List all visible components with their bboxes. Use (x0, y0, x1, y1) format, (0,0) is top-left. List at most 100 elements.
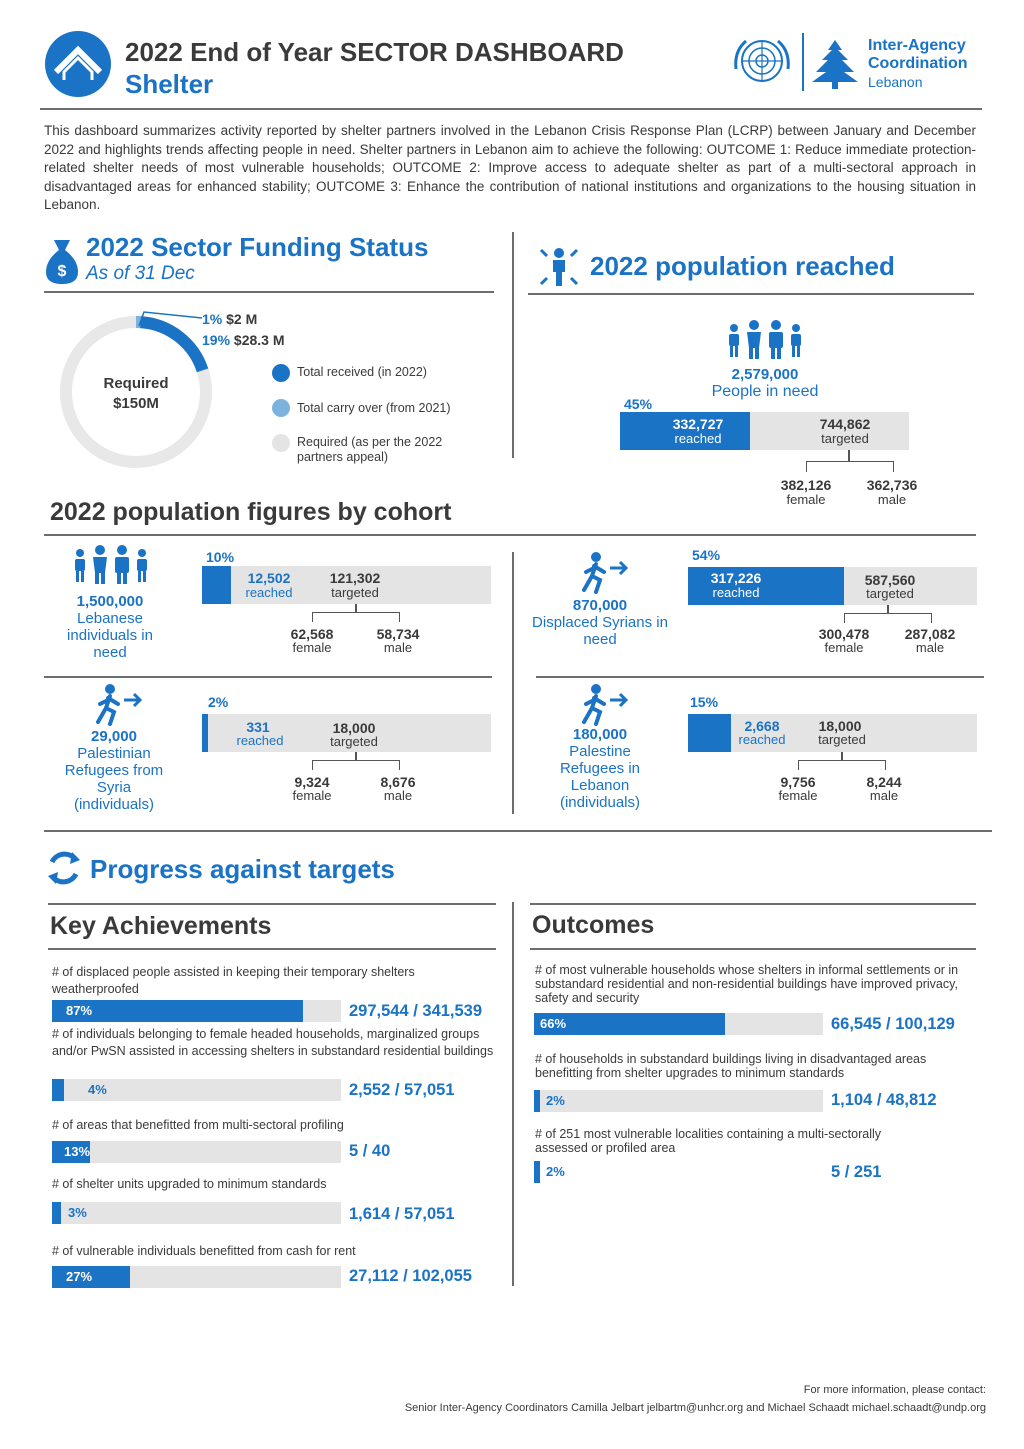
progress-title: Progress against targets (90, 854, 395, 884)
carry-over-pct: 1% (202, 311, 223, 327)
outcome-1-pct: 66% (540, 1016, 567, 1031)
prs-person-icon (94, 684, 144, 726)
cohort-prs-pct: 2% (208, 694, 229, 710)
cedar-tree-icon (808, 38, 862, 90)
outcome-3-value: 5 / 251 (831, 1163, 882, 1181)
outcome-3-pct: 2% (546, 1164, 565, 1179)
cohort-mid-rule-left (44, 676, 492, 678)
person-reached-icon (538, 246, 580, 288)
achievement-4-bar-fill (52, 1202, 61, 1224)
population-targeted-value: 744,862 (819, 416, 871, 432)
outcome-3-bar-track (534, 1161, 823, 1183)
cohort-prs-male-label: male (383, 788, 413, 803)
money-bag-icon: $ (44, 236, 80, 286)
cohort-syrians-female-label: female (824, 640, 864, 655)
logo-line-1: Inter-Agency (868, 37, 966, 54)
achievement-1-bar-track (52, 1000, 341, 1022)
achievement-2-text: # of individuals belonging to female hea… (52, 1027, 494, 1058)
outcome-1-value: 66,545 / 100,129 (831, 1015, 955, 1033)
refresh-cycle-icon (44, 848, 84, 888)
achievement-5-bar-track (52, 1266, 341, 1288)
logo-line-3: Lebanon (868, 74, 923, 90)
displaced-person-icon (580, 552, 630, 594)
logo-line-2: Coordination (868, 55, 968, 72)
people-in-need-value: 2,579,000 (731, 366, 799, 383)
cohort-prs-reached: 331 (246, 719, 270, 735)
achievements-title: Key Achievements (50, 912, 272, 940)
population-reached-label: reached (674, 431, 722, 446)
cohort-syrians-male: 287,082 (904, 626, 956, 642)
achievement-1-pct: 87% (66, 1003, 93, 1018)
population-targeted-label: targeted (821, 431, 869, 446)
cohort-lebanese-bar-track (202, 566, 491, 604)
outcome-1-bar-track (534, 1013, 823, 1035)
cohort-prs-bracket-stem (355, 752, 357, 760)
cohort-lebanese-male: 58,734 (376, 626, 420, 642)
cohort-lebanese-total: 1,500,000 (76, 593, 144, 610)
header-rule (40, 108, 982, 110)
cohort-syrians-bar-track (688, 567, 977, 605)
achievement-3-text: # of areas that benefitted from multi-se… (52, 1118, 344, 1132)
outcome-2-bar-fill (534, 1090, 540, 1112)
achievement-5-value: 27,112 / 102,055 (349, 1267, 472, 1285)
population-bar-track (620, 412, 909, 450)
cohort-syrians-pct: 54% (692, 547, 721, 563)
footer-contact-heading: For more information, please contact: (803, 1384, 986, 1396)
outcomes-top-rule (530, 903, 976, 905)
outcome-2-pct: 2% (546, 1093, 565, 1108)
funding-donut-chart (56, 312, 216, 472)
cohort-mid-rule-right (536, 676, 984, 678)
footer-contact-details: Senior Inter-Agency Coordinators Camilla… (404, 1402, 986, 1414)
cohort-prl-reached-label: reached (738, 732, 786, 747)
outcome-1-text: # of most vulnerable households whose sh… (535, 963, 959, 1005)
cohort-syrians-total: 870,000 (572, 597, 628, 614)
population-pct: 45% (624, 396, 653, 412)
cohort-syrians-bar-fill (688, 567, 845, 605)
achievement-4-pct: 3% (68, 1205, 87, 1220)
cohort-title: 2022 population figures by cohort (50, 498, 452, 526)
population-bar-fill (620, 412, 751, 450)
population-reached-value: 332,727 (672, 416, 724, 432)
cohort-lebanese-bar-fill (202, 566, 231, 604)
cohort-lebanese-female-label: female (292, 640, 332, 655)
donut-received-arc (139, 316, 209, 373)
cohort-syrians-reached-label: reached (712, 585, 760, 600)
achievement-3-bar-fill (52, 1141, 90, 1163)
cohort-prl-male-label: male (869, 788, 899, 803)
cohort-prs-bar-fill (202, 714, 208, 752)
population-female-label: female (786, 492, 826, 507)
cohort-syrians-bracket-stem (887, 605, 889, 613)
shelter-house-icon (44, 30, 112, 98)
coordination-logo-text: Inter-Agency Coordination Lebanon (868, 37, 968, 91)
cohort-rule (44, 534, 976, 536)
funding-title: 2022 Sector Funding Status (86, 232, 429, 262)
cohort-lebanese-pct: 10% (206, 549, 235, 565)
achievement-4-bar-track (52, 1202, 341, 1224)
outcome-2-value: 1,104 / 48,812 (831, 1091, 937, 1109)
cohort-syrians-targeted: 587,560 (864, 572, 916, 588)
cohort-prs-female-label: female (292, 788, 332, 803)
achievement-3-value: 5 / 40 (349, 1142, 391, 1160)
cohort-prl-female-label: female (778, 788, 818, 803)
cohort-syrians-bracket (844, 613, 932, 623)
cohort-prl-female: 9,756 (780, 774, 816, 790)
achievement-1-text: # of displaced people assisted in keepin… (52, 965, 415, 996)
cohort-prl-bar-track (688, 714, 977, 752)
received-value: $28.3 M (233, 332, 285, 348)
outcomes-title: Outcomes (532, 911, 655, 939)
population-rule (528, 293, 974, 295)
cohort-lebanese-reached-label: reached (245, 585, 293, 600)
funding-subtitle: As of 31 Dec (86, 263, 195, 284)
progress-top-rule (44, 830, 992, 832)
cohort-prs-male: 8,676 (380, 774, 416, 790)
cohort-prl-bracket (798, 760, 886, 770)
cohort-prs-bar-track (202, 714, 491, 752)
top-section-divider (512, 232, 514, 458)
population-title: 2022 population reached (590, 251, 895, 281)
cohort-syrians-reached: 317,226 (710, 570, 762, 586)
sector-name: Shelter (125, 69, 214, 99)
achievement-3-bar-track (52, 1141, 341, 1163)
required-label: Required (103, 375, 169, 392)
cohort-syrians-male-label: male (915, 640, 945, 655)
cohort-lebanese-label: Lebanese individuals in need (67, 610, 153, 661)
